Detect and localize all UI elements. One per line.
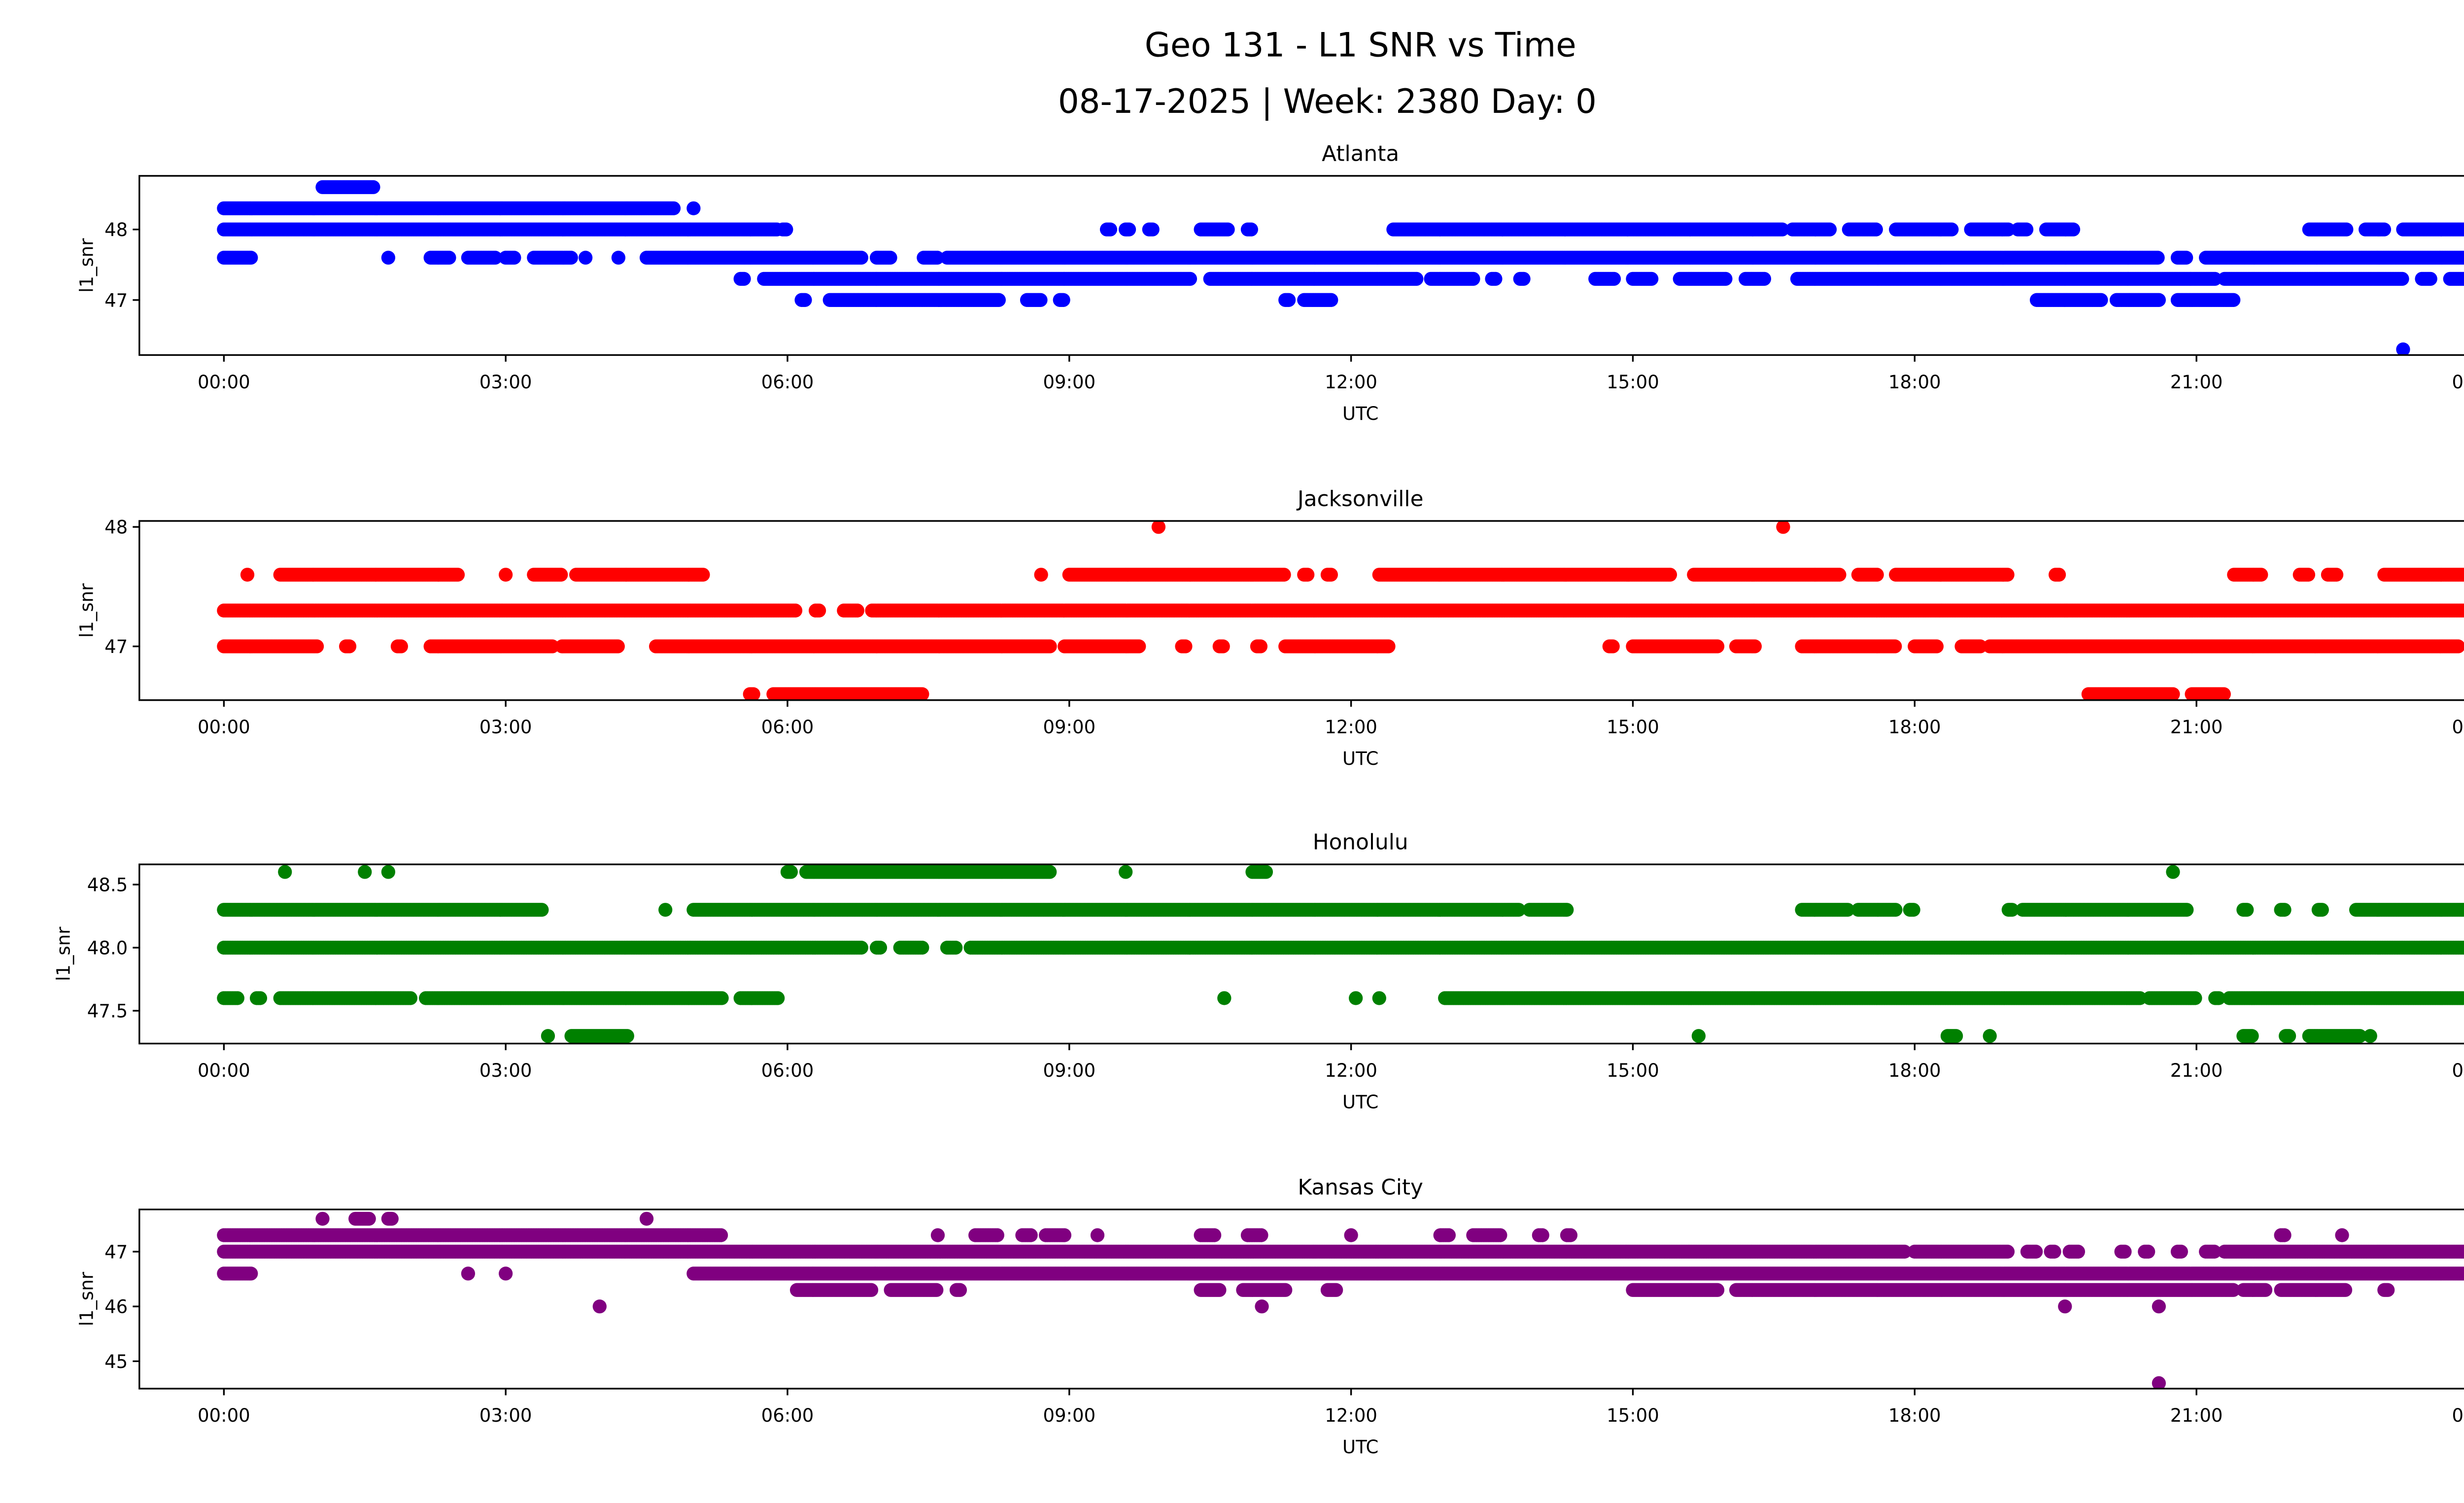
data-point [2019,223,2033,237]
x-tick-label: 21:00 [2170,372,2223,393]
x-tick-label: 06:00 [761,372,814,393]
data-point [240,568,254,581]
x-tick-label: 00:00 [2452,372,2464,393]
data-point [1103,223,1117,237]
data-point [2254,568,2268,581]
data-point [1870,568,1884,581]
data-point [1757,272,1771,286]
data-point [2339,223,2353,237]
x-tick-label: 09:00 [1043,372,1095,393]
figure-subtitle: 08-17-2025 | Week: 2380 Day: 0 [1058,82,1597,121]
panel-title: Jacksonville [1296,486,1424,512]
data-point [381,251,395,265]
data-point [2000,568,2014,581]
data-point [737,272,751,286]
data-point [1823,223,1837,237]
data-point [779,223,793,237]
data-point [1663,568,1677,581]
data-point [2094,293,2108,307]
x-tick-label: 12:00 [1325,372,1377,393]
data-point [2329,568,2343,581]
data-point [2395,272,2409,286]
x-axis-label: UTC [1342,403,1378,424]
data-point [1282,293,1296,307]
x-tick-label: 18:00 [1888,372,1941,393]
data-point [1244,223,1258,237]
data-point [812,604,826,617]
data-point [1033,293,1047,307]
data-point [554,568,568,581]
data-point [667,202,681,215]
data-point [883,251,897,265]
x-tick-label: 03:00 [479,372,532,393]
data-point [2052,568,2066,581]
data-point [1718,272,1732,286]
y-axis-label: l1_snr [76,238,98,293]
data-point [851,604,864,617]
data-point [1409,272,1423,286]
data-point [366,180,380,194]
x-tick-label: 15:00 [1607,372,1659,393]
data-point [507,251,521,265]
data-point [499,568,513,581]
data-point [451,568,465,581]
data-point [1056,293,1070,307]
data-point [2301,568,2315,581]
figure-title: Geo 131 - L1 SNR vs Time [1145,26,1576,64]
data-point [1488,272,1502,286]
data-point [564,251,578,265]
data-point [2377,223,2391,237]
data-point [1607,272,1621,286]
data-point [442,251,456,265]
data-point [992,293,1006,307]
data-point [2226,293,2240,307]
data-point [612,251,625,265]
data-point [1466,272,1480,286]
data-point [1221,223,1234,237]
data-point [1122,223,1136,237]
data-point [855,251,868,265]
data-point [1644,272,1658,286]
data-point [1183,272,1197,286]
data-point [686,202,700,215]
data-point [696,568,710,581]
data-point [2424,272,2437,286]
data-point [1152,520,1165,534]
data-point [2152,293,2166,307]
data-point [1324,568,1338,581]
data-point [1277,568,1291,581]
data-point [1869,223,1883,237]
data-point [1034,568,1048,581]
data-point [788,604,802,617]
data-point [1300,568,1314,581]
data-point [1832,568,1846,581]
data-point [2151,251,2164,265]
panel-title: Atlanta [1322,141,1399,167]
data-point [244,251,258,265]
y-tick-label: 47 [104,290,128,311]
data-point [1945,223,1958,237]
x-tick-label: 00:00 [198,372,250,393]
y-tick-label: 48 [104,219,128,240]
data-point [579,251,592,265]
data-point [1324,293,1338,307]
data-point [1516,272,1530,286]
data-point [2179,251,2193,265]
data-point [2066,223,2080,237]
data-point [1146,223,1160,237]
data-point [798,293,812,307]
data-point [1776,520,1790,534]
